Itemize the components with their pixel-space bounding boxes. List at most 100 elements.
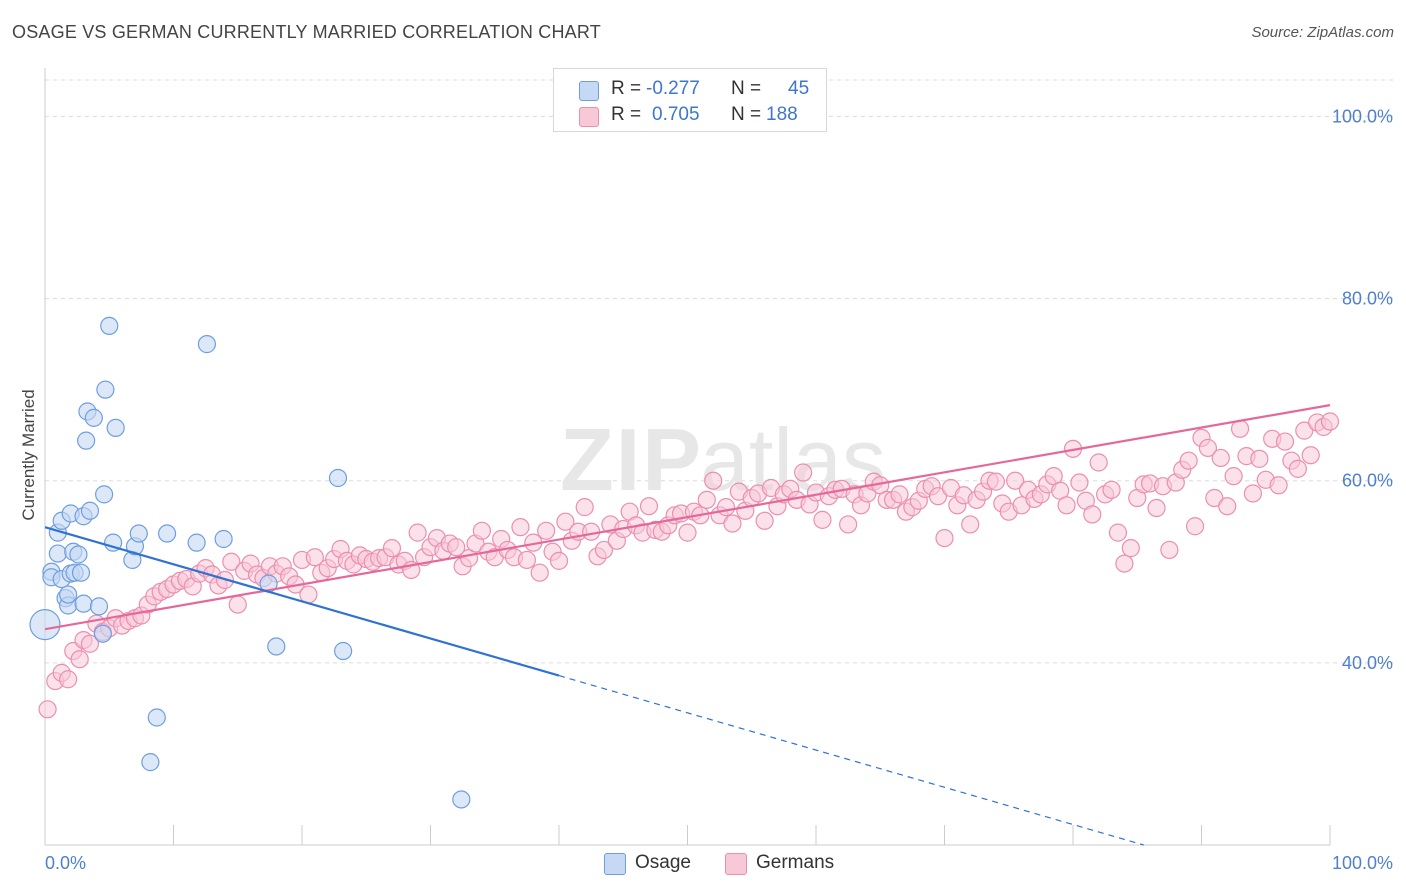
german-point (1288, 459, 1307, 478)
osage-point (129, 524, 148, 543)
osage-point (334, 641, 353, 661)
german-point (716, 498, 736, 517)
legend-r-value: 0.705 (652, 104, 700, 125)
legend-r-label: R = (611, 104, 642, 125)
german-point (1115, 554, 1134, 573)
german-point (1218, 497, 1237, 516)
german-point (1198, 438, 1218, 458)
german-point (1179, 451, 1198, 470)
german-point (305, 548, 324, 567)
osage-point (59, 585, 78, 604)
german-point (1185, 517, 1205, 536)
legend-row-germans: R = 0.705 N = 188 (554, 102, 826, 129)
y-tick-label: 80.0% (1342, 289, 1393, 309)
german-point (594, 540, 614, 560)
german-point (447, 538, 466, 557)
osage-point (29, 609, 61, 641)
osage-point (95, 485, 114, 504)
german-point (517, 550, 536, 570)
german-point (537, 521, 556, 540)
legend-row-osage: R = -0.277 N = 45 (554, 76, 826, 103)
osage-point (267, 637, 286, 656)
german-point (1160, 540, 1179, 560)
german-point (1089, 453, 1108, 472)
german-point (530, 563, 549, 582)
osage-point (187, 533, 206, 552)
german-point (1295, 421, 1314, 440)
german-point (1057, 496, 1076, 515)
legend-n-label: N = (731, 104, 762, 125)
german-point (1147, 498, 1166, 518)
legend-r-label: R = (611, 78, 642, 99)
german-point (70, 650, 89, 669)
german-point (59, 670, 78, 689)
correlation-legend: R = -0.277 N = 45 R = 0.705 N = 188 (553, 68, 827, 132)
chart-title: OSAGE VS GERMAN CURRENTLY MARRIED CORREL… (12, 22, 601, 42)
german-point (1108, 523, 1128, 542)
german-point (575, 498, 594, 517)
german-point (1121, 539, 1140, 558)
german-point (382, 539, 402, 558)
legend-n-value: 188 (766, 104, 798, 125)
osage-point (157, 524, 177, 543)
german-point (928, 487, 948, 506)
german-point (839, 515, 858, 534)
german-point (935, 528, 954, 548)
x-tick-label: 100.0% (1332, 853, 1393, 873)
german-point (1269, 476, 1288, 495)
german-point (1083, 505, 1102, 524)
osage-point (147, 708, 166, 727)
german-point (80, 634, 100, 653)
german-point (794, 463, 813, 482)
osage-point (197, 335, 217, 354)
osage-legend-label: Osage (635, 852, 691, 873)
osage-trend-line (44, 526, 560, 677)
german-point (697, 490, 716, 509)
german-point (1205, 488, 1224, 508)
german-point (1006, 471, 1025, 490)
y-tick-label: 40.0% (1342, 653, 1393, 673)
german-points (38, 412, 1340, 719)
german-point (1211, 448, 1230, 468)
osage-swatch (579, 81, 599, 101)
osage-point (100, 316, 119, 335)
german-point (1070, 473, 1089, 492)
osage-point (48, 544, 67, 563)
german-point (1301, 446, 1320, 465)
german-point (986, 472, 1006, 491)
y-tick-label: 100.0% (1332, 106, 1393, 126)
german-point (472, 521, 491, 540)
germans-swatch (725, 853, 747, 875)
german-point (408, 523, 427, 542)
german-point (961, 515, 980, 534)
osage-point (74, 594, 93, 613)
osage-point (96, 380, 115, 399)
osage-point (106, 418, 125, 437)
german-point (1243, 484, 1263, 503)
german-point (890, 485, 909, 504)
german-point (1275, 432, 1295, 451)
german-point (1320, 412, 1340, 431)
x-tick-label: 0.0% (45, 853, 86, 873)
osage-points (29, 316, 471, 809)
german-point (556, 512, 575, 531)
osage-swatch (604, 853, 626, 875)
osage-point (141, 753, 160, 772)
osage-point (104, 533, 123, 552)
y-tick-labels: 40.0% 60.0% 80.0% 100.0% (1332, 106, 1393, 672)
german-point (38, 700, 57, 719)
osage-point (69, 545, 88, 564)
watermark: ZIP (560, 410, 703, 509)
osage-point (89, 597, 109, 616)
x-tick-labels: 0.0% 100.0% (45, 853, 1393, 873)
legend-r-value: -0.277 (646, 78, 700, 99)
osage-point (328, 468, 348, 488)
osage-point (84, 408, 103, 427)
osage-point (93, 624, 112, 643)
german-trend-line (44, 404, 1331, 631)
osage-point (214, 529, 233, 549)
osage-point (77, 431, 96, 450)
y-axis-label: Currently Married (19, 389, 38, 520)
german-point (704, 471, 723, 490)
german-point (755, 511, 774, 530)
